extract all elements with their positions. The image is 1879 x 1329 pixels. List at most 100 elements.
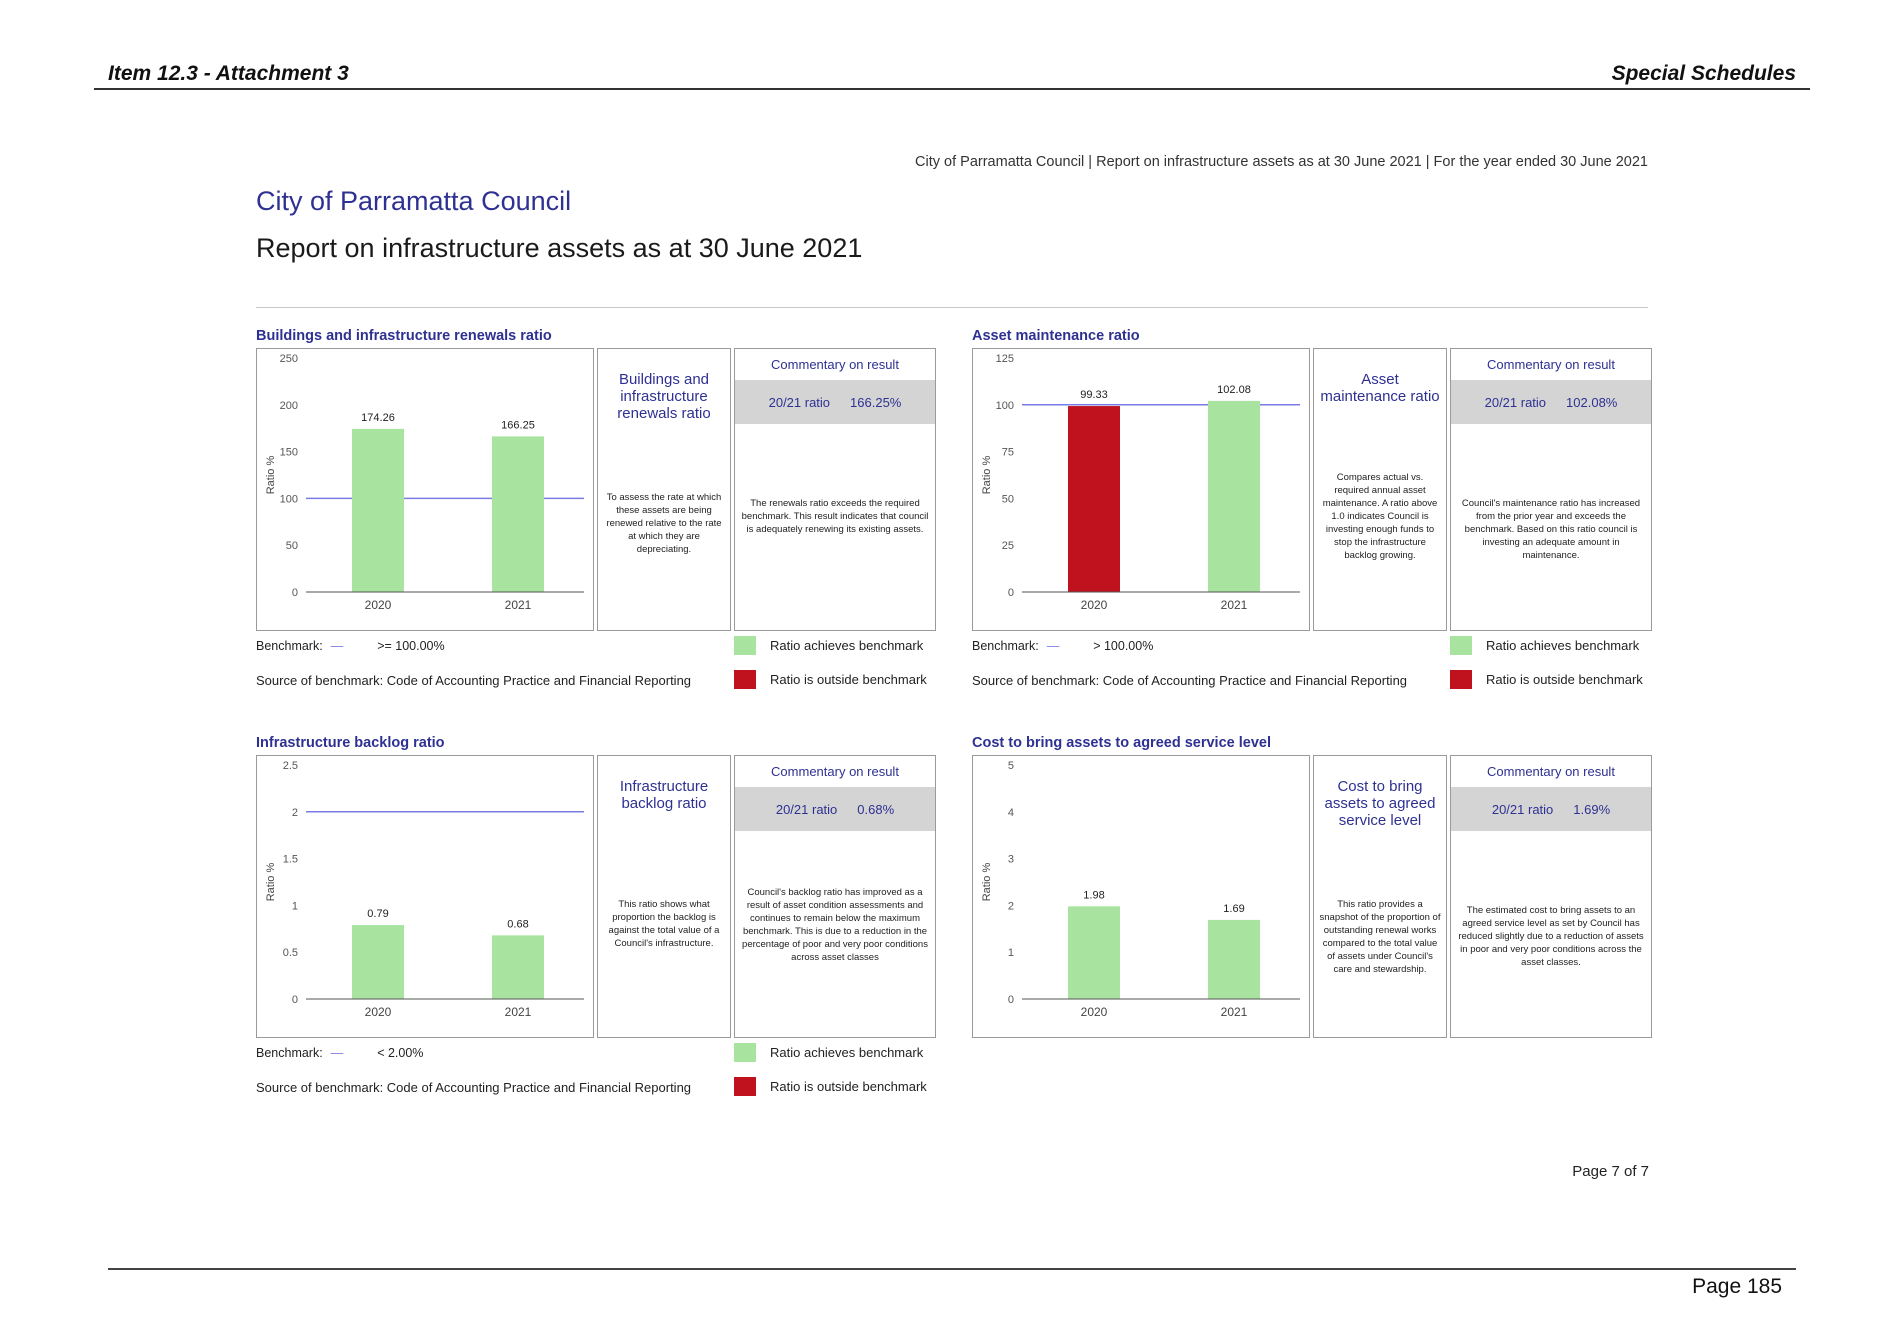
commentary-text: The renewals ratio exceeds the required … xyxy=(741,498,929,535)
benchmark-line-key: — xyxy=(1046,639,1060,653)
ratio-name: Infrastructure backlog ratio xyxy=(619,778,709,812)
y-tick-label: 5 xyxy=(1007,760,1013,772)
y-tick-label: 2 xyxy=(291,806,297,818)
y-tick-label: 1 xyxy=(291,900,297,912)
y-tick-label: 0 xyxy=(1007,587,1013,599)
x-tick-label: 2021 xyxy=(504,1005,531,1019)
legend-achieves: Ratio achieves benchmark xyxy=(734,1043,923,1062)
panel-3: Infrastructure backlog ratio Ratio % 0 0.5 1… xyxy=(256,735,956,1105)
chart-title: Infrastructure backlog ratio xyxy=(256,735,445,751)
benchmark-text: Benchmark: — >= 100.00% xyxy=(256,639,445,653)
ratio-name: Buildings and infrastructure renewals ra… xyxy=(617,371,711,422)
x-tick-label: 2020 xyxy=(364,598,391,612)
legend-achieves: Ratio achieves benchmark xyxy=(1450,636,1639,655)
ratio-year-label: 20/21 ratio xyxy=(1484,394,1547,410)
benchmark-value: >= 100.00% xyxy=(377,639,445,653)
chart-box: Ratio % 0 25 50 75 100 125 99.33 2020 102.08 2021 xyxy=(972,348,1310,631)
benchmark-line-key: — xyxy=(330,1046,344,1060)
chart-title: Asset maintenance ratio xyxy=(972,328,1140,344)
ratio-description-box: Infrastructure backlog ratio This ratio s… xyxy=(597,755,731,1038)
data-label: 102.08 xyxy=(1217,383,1251,395)
commentary-text: The estimated cost to bring assets to an… xyxy=(1458,905,1644,968)
commentary-box: Commentary on result 20/21 ratio 0.68% Coun… xyxy=(734,755,936,1038)
ratio-description: To assess the rate at which these assets… xyxy=(606,492,722,555)
legend-achieves: Ratio achieves benchmark xyxy=(734,636,923,655)
ratio-description-box: Buildings and infrastructure renewals ra… xyxy=(597,348,731,631)
x-tick-label: 2021 xyxy=(504,598,531,612)
x-tick-label: 2021 xyxy=(1220,1005,1247,1019)
data-label: 0.68 xyxy=(507,918,528,930)
y-tick-label: 75 xyxy=(1001,446,1013,458)
bar-2020 xyxy=(1067,905,1120,999)
y-tick-label: 4 xyxy=(1007,806,1013,818)
ratio-value: 0.68% xyxy=(857,801,895,817)
red-swatch xyxy=(734,1077,756,1096)
ratio-name: Asset maintenance ratio xyxy=(1320,371,1440,405)
bar-2020 xyxy=(1067,405,1120,592)
ratio-description: This ratio shows what proportion the bac… xyxy=(608,899,720,949)
legend-outside: Ratio is outside benchmark xyxy=(1450,670,1643,689)
benchmark-label: Benchmark: xyxy=(256,639,323,653)
benchmark-source: Source of benchmark: Code of Accounting … xyxy=(972,673,1408,688)
ratio-description: This ratio provides a snapshot of the pr… xyxy=(1319,899,1441,975)
bar-2020 xyxy=(351,924,404,999)
bar-2021 xyxy=(1207,400,1260,592)
chart-box: Ratio % 0 0.5 1 1.5 2 2.5 0.79 2020 0.68 2021 xyxy=(256,755,594,1038)
running-head: City of Parramatta Council | Report on i… xyxy=(915,154,1648,170)
benchmark-label: Benchmark: xyxy=(256,1046,323,1060)
report-title: Report on infrastructure assets as at 30… xyxy=(256,233,863,263)
ratio-description: Compares actual vs. required annual asse… xyxy=(1322,472,1438,561)
chart-title: Buildings and infrastructure renewals ra… xyxy=(256,328,552,344)
ratio-value: 166.25% xyxy=(850,394,902,410)
chart-title: Cost to bring assets to agreed service l… xyxy=(972,735,1271,751)
y-tick-label: 250 xyxy=(279,353,297,365)
commentary-heading: Commentary on result xyxy=(1487,764,1615,779)
commentary-heading: Commentary on result xyxy=(1487,357,1615,372)
y-tick-label: 0.5 xyxy=(282,947,297,959)
y-tick-label: 25 xyxy=(1001,540,1013,552)
ratio-value: 102.08% xyxy=(1566,394,1618,410)
section-title: Special Schedules xyxy=(1611,62,1796,85)
panel-1: Buildings and infrastructure renewals ra… xyxy=(256,328,956,698)
ratio-description-box: Asset maintenance ratio Compares actual v… xyxy=(1313,348,1447,631)
page-number: Page 185 xyxy=(1692,1275,1782,1298)
commentary-box: Commentary on result 20/21 ratio 166.25% Th… xyxy=(734,348,936,631)
data-label: 1.69 xyxy=(1223,902,1244,914)
benchmark-label: Benchmark: xyxy=(972,639,1039,653)
legend-achieves-label: Ratio achieves benchmark xyxy=(1486,638,1640,653)
commentary-heading: Commentary on result xyxy=(771,357,899,372)
commentary-text: Council's maintenance ratio has increase… xyxy=(1461,498,1641,561)
y-tick-label: 0 xyxy=(291,587,297,599)
x-tick-label: 2020 xyxy=(364,1005,391,1019)
bar-2020 xyxy=(351,428,404,592)
ratio-value: 1.69% xyxy=(1573,801,1611,817)
benchmark-value: < 2.00% xyxy=(377,1046,424,1060)
bar-2021 xyxy=(1207,919,1260,999)
red-swatch xyxy=(1450,670,1472,689)
chart-box: Ratio % 0 1 2 3 4 5 1.98 2020 1.69 2021 xyxy=(972,755,1310,1038)
legend-outside-label: Ratio is outside benchmark xyxy=(770,1079,927,1094)
green-swatch xyxy=(1450,636,1472,655)
bar-chart: Ratio % 0 1 2 3 4 5 1.98 2020 1.69 2021 xyxy=(981,760,1300,1019)
y-tick-label: 2 xyxy=(1007,900,1013,912)
page-of-label: Page 7 of 7 xyxy=(1572,1163,1649,1180)
panel-4: Cost to bring assets to agreed service l… xyxy=(972,735,1672,1105)
red-swatch xyxy=(734,670,756,689)
y-tick-label: 0 xyxy=(1007,994,1013,1006)
y-tick-label: 1 xyxy=(1007,947,1013,959)
ratio-result: 20/21 ratio 166.25% xyxy=(735,380,935,424)
y-tick-label: 100 xyxy=(995,399,1013,411)
ratio-name: Cost to bring assets to agreed service l… xyxy=(1324,778,1436,829)
y-axis-label: Ratio % xyxy=(981,862,993,901)
y-tick-label: 2.5 xyxy=(282,760,297,772)
legend-outside-label: Ratio is outside benchmark xyxy=(1486,672,1643,687)
y-tick-label: 3 xyxy=(1007,853,1013,865)
benchmark-source: Source of benchmark: Code of Accounting … xyxy=(256,1080,692,1095)
x-tick-label: 2021 xyxy=(1220,598,1247,612)
legend-achieves-label: Ratio achieves benchmark xyxy=(770,1045,924,1060)
title-divider xyxy=(256,307,1648,308)
bar-2021 xyxy=(491,435,544,592)
bar-2021 xyxy=(491,934,544,999)
ratio-year-label: 20/21 ratio xyxy=(775,801,838,817)
y-tick-label: 1.5 xyxy=(282,853,297,865)
